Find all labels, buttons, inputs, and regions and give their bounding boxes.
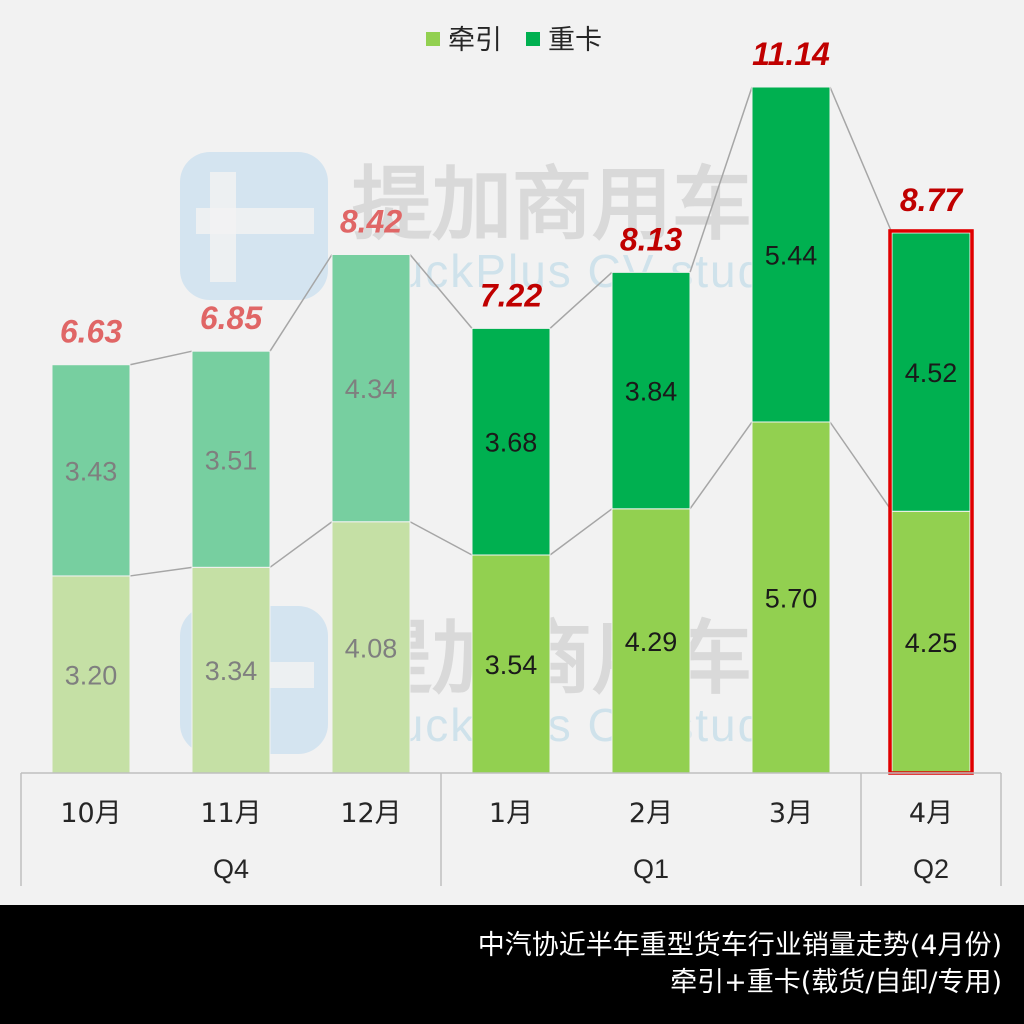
connector-line [409,521,473,556]
category-label: 1月 [489,798,533,829]
bar-重卡 [751,86,831,423]
legend-label: 牵引 [448,25,502,56]
legend-swatch [526,32,540,46]
category-label: 10月 [60,798,121,829]
chart-caption: 中汽协近半年重型货车行业销量走势(4月份) 牵引+重卡(载货/自卸/专用) [0,905,1024,1024]
caption-line-2: 牵引+重卡(载货/自卸/专用) [670,967,1002,998]
data-label: 4.29 [625,627,678,657]
total-label: 11.14 [752,36,830,72]
total-label: 8.13 [620,221,682,257]
connector-line [129,350,193,366]
data-label: 3.20 [65,660,118,690]
category-axis: Q4 Q1 Q2 10月 11月 12月 1月 2月 3月 4月 [20,772,1002,886]
watermark-logo-stroke [196,208,314,234]
data-label: 3.34 [205,656,258,686]
bar-重卡 [611,271,691,510]
legend-label: 重卡 [548,25,602,56]
group-label: Q1 [633,854,669,884]
connector-line [409,254,473,329]
bar-重卡 [51,364,131,577]
bar-牵引 [471,554,551,774]
connector-line [689,86,753,273]
category-label: 11月 [200,798,261,829]
legend-swatch [426,32,440,46]
connector-line [549,271,613,329]
connector-line [269,521,333,568]
watermark-tagline: TruckPlus CV studio [352,245,805,297]
data-label: 3.51 [205,445,258,475]
category-label: 12月 [340,798,401,829]
connector-line [829,86,893,234]
connector-line [829,421,893,512]
category-label: 4月 [909,798,953,829]
total-label: 6.63 [60,314,122,350]
data-label: 4.52 [905,358,958,388]
watermark-tagline: TruckPlus CV studio [352,699,805,751]
total-label: 8.42 [340,203,402,239]
connector-line [129,566,193,577]
data-label: 4.08 [345,633,398,663]
bar-牵引 [891,510,971,774]
connector-lines [129,86,893,577]
watermark-brand: 提加商用车 [352,612,752,705]
category-label: 3月 [769,798,813,829]
caption-line-1: 中汽协近半年重型货车行业销量走势(4月份) [477,930,1002,961]
bars-layer: 3.20 3.43 6.63 3.34 3.51 6.85 4.08 4.34 8.42 3.54… [51,36,974,775]
bar-重卡 [191,350,271,568]
connector-line [689,421,753,510]
connector-line [549,508,613,556]
data-label: 3.54 [485,650,538,680]
data-label: 4.25 [905,628,958,658]
group-label: Q4 [213,854,249,884]
watermark-brand: 提加商用车 [352,158,752,251]
total-label: 6.85 [200,300,263,336]
data-label: 4.34 [345,374,398,404]
bar-牵引 [191,566,271,774]
bar-牵引 [331,521,411,774]
data-label: 5.70 [765,583,818,613]
bar-牵引 [611,508,691,774]
bar-重卡 [331,253,411,523]
data-label: 3.43 [65,456,118,486]
bar-牵引 [51,575,131,774]
data-label: 3.68 [485,428,538,458]
bar-重卡 [891,232,971,512]
data-label: 3.84 [625,377,678,407]
legend: 牵引 重卡 [426,25,602,56]
data-label: 5.44 [765,240,818,270]
group-label: Q2 [913,854,949,884]
connector-line [269,254,333,352]
total-label: 7.22 [480,277,542,313]
bar-重卡 [471,327,551,556]
total-label: 8.77 [900,182,964,218]
category-label: 2月 [629,798,673,829]
